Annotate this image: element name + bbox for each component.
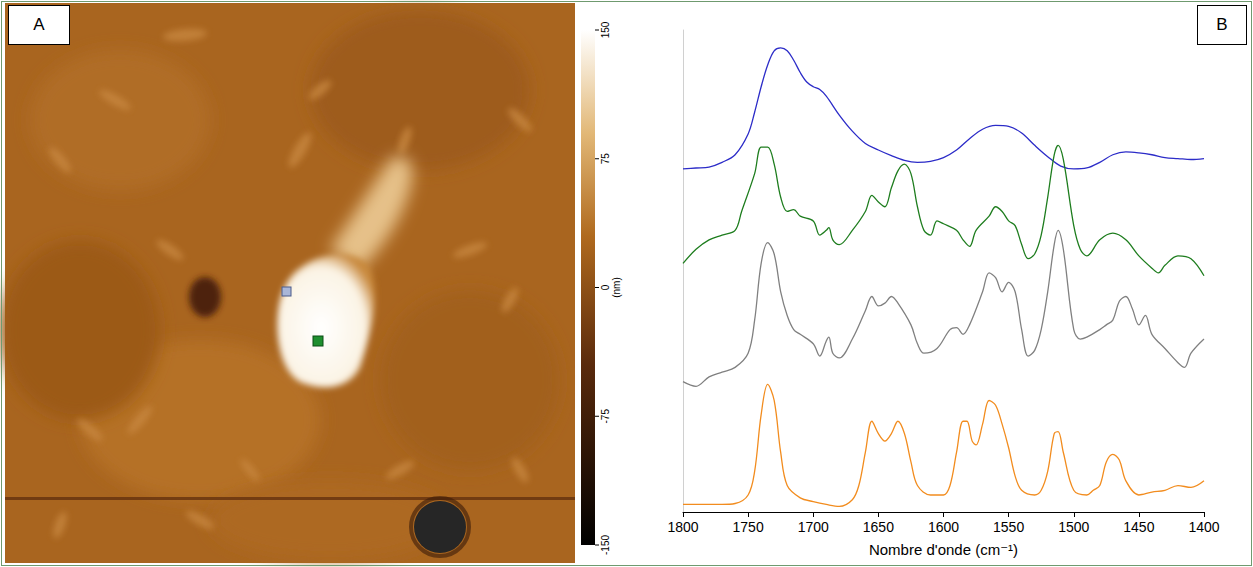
svg-text:1700: 1700: [798, 519, 829, 535]
svg-text:1600: 1600: [928, 519, 959, 535]
svg-text:1500: 1500: [1058, 519, 1089, 535]
svg-text:Nombre d'onde (cm⁻¹): Nombre d'onde (cm⁻¹): [869, 541, 1018, 558]
svg-text:1550: 1550: [993, 519, 1024, 535]
svg-text:150: 150: [600, 21, 611, 38]
svg-text:-150: -150: [600, 535, 611, 555]
html-text:B: B: [1216, 15, 1228, 34]
svg-text:1750: 1750: [733, 519, 764, 535]
svg-text:1400: 1400: [1188, 519, 1219, 535]
html-text:A: A: [33, 15, 45, 34]
svg-text:0: 0: [600, 284, 611, 290]
svg-text:-75: -75: [600, 409, 611, 424]
svg-text:1450: 1450: [1123, 519, 1154, 535]
svg-text:(nm): (nm): [611, 277, 622, 298]
svg-text:1800: 1800: [667, 519, 698, 535]
svg-text:1650: 1650: [863, 519, 894, 535]
svg-text:75: 75: [600, 153, 611, 165]
